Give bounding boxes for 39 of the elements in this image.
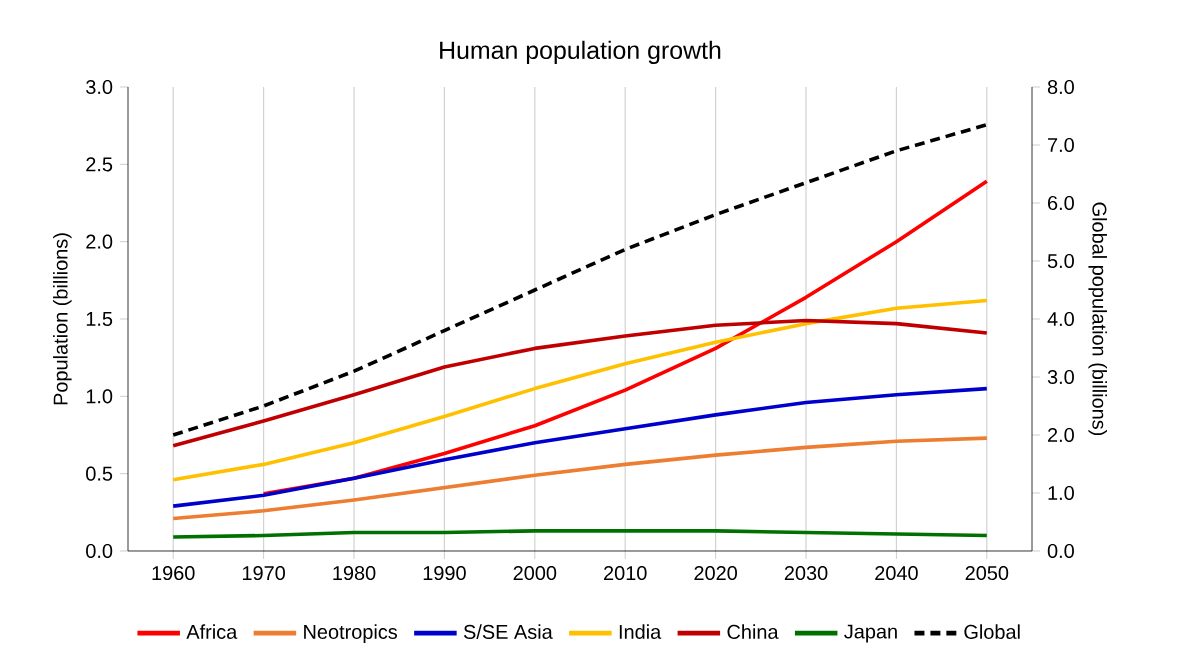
y2-tick-label: 2.0 bbox=[1048, 427, 1074, 443]
legend-label: Japan bbox=[844, 624, 897, 643]
x-tick-label: 2010 bbox=[604, 566, 647, 581]
y-tick-label: 2.0 bbox=[86, 234, 113, 249]
y-tick-label: 3.0 bbox=[86, 79, 113, 95]
x-tick-label: 2020 bbox=[694, 566, 737, 581]
y-tick-label: 1.0 bbox=[86, 389, 113, 404]
x-tick-label: 1980 bbox=[333, 566, 376, 581]
legend-label: Africa bbox=[186, 624, 238, 639]
y2-tick-label: 5.0 bbox=[1047, 253, 1074, 269]
x-tick-label: 2000 bbox=[513, 566, 557, 581]
x-tick-label: 2040 bbox=[875, 566, 918, 581]
legend-label: China bbox=[727, 624, 779, 639]
y-tick-label: 2.5 bbox=[86, 157, 113, 172]
y2-tick-label: 6.0 bbox=[1048, 195, 1074, 211]
legend-label: Global bbox=[964, 624, 1020, 639]
line-series bbox=[171, 318, 989, 448]
line-series bbox=[171, 386, 989, 508]
legend-label: S/SE Asia bbox=[463, 624, 553, 639]
y-axis-title: Population (billions) bbox=[53, 233, 72, 405]
chart-title: Human population growth bbox=[440, 40, 721, 64]
y2-tick-label: 3.0 bbox=[1047, 369, 1074, 385]
x-tick-label: 2050 bbox=[965, 566, 1009, 581]
y2-tick-label: 7.0 bbox=[1048, 137, 1074, 153]
line-series bbox=[171, 298, 989, 482]
y-tick-label: 0.5 bbox=[86, 466, 113, 481]
legend-label: Neotropics bbox=[304, 624, 398, 643]
x-tick-label: 1970 bbox=[242, 566, 285, 581]
y2-tick-label: 4.0 bbox=[1047, 311, 1074, 327]
y2-tick-label: 8.0 bbox=[1047, 79, 1074, 95]
x-tick-label: 1990 bbox=[423, 566, 466, 581]
x-tick-label: 1960 bbox=[152, 566, 195, 581]
y-tick-label: 1.5 bbox=[86, 312, 113, 326]
y2-tick-label: 0.0 bbox=[1047, 543, 1074, 559]
y-tick-label: 0.0 bbox=[86, 543, 113, 559]
y2-tick-label: 1.0 bbox=[1048, 485, 1074, 501]
x-tick-label: 2030 bbox=[784, 566, 828, 581]
y2-axis-title: Global population (billions) bbox=[1088, 202, 1107, 436]
legend-label: India bbox=[619, 624, 662, 639]
